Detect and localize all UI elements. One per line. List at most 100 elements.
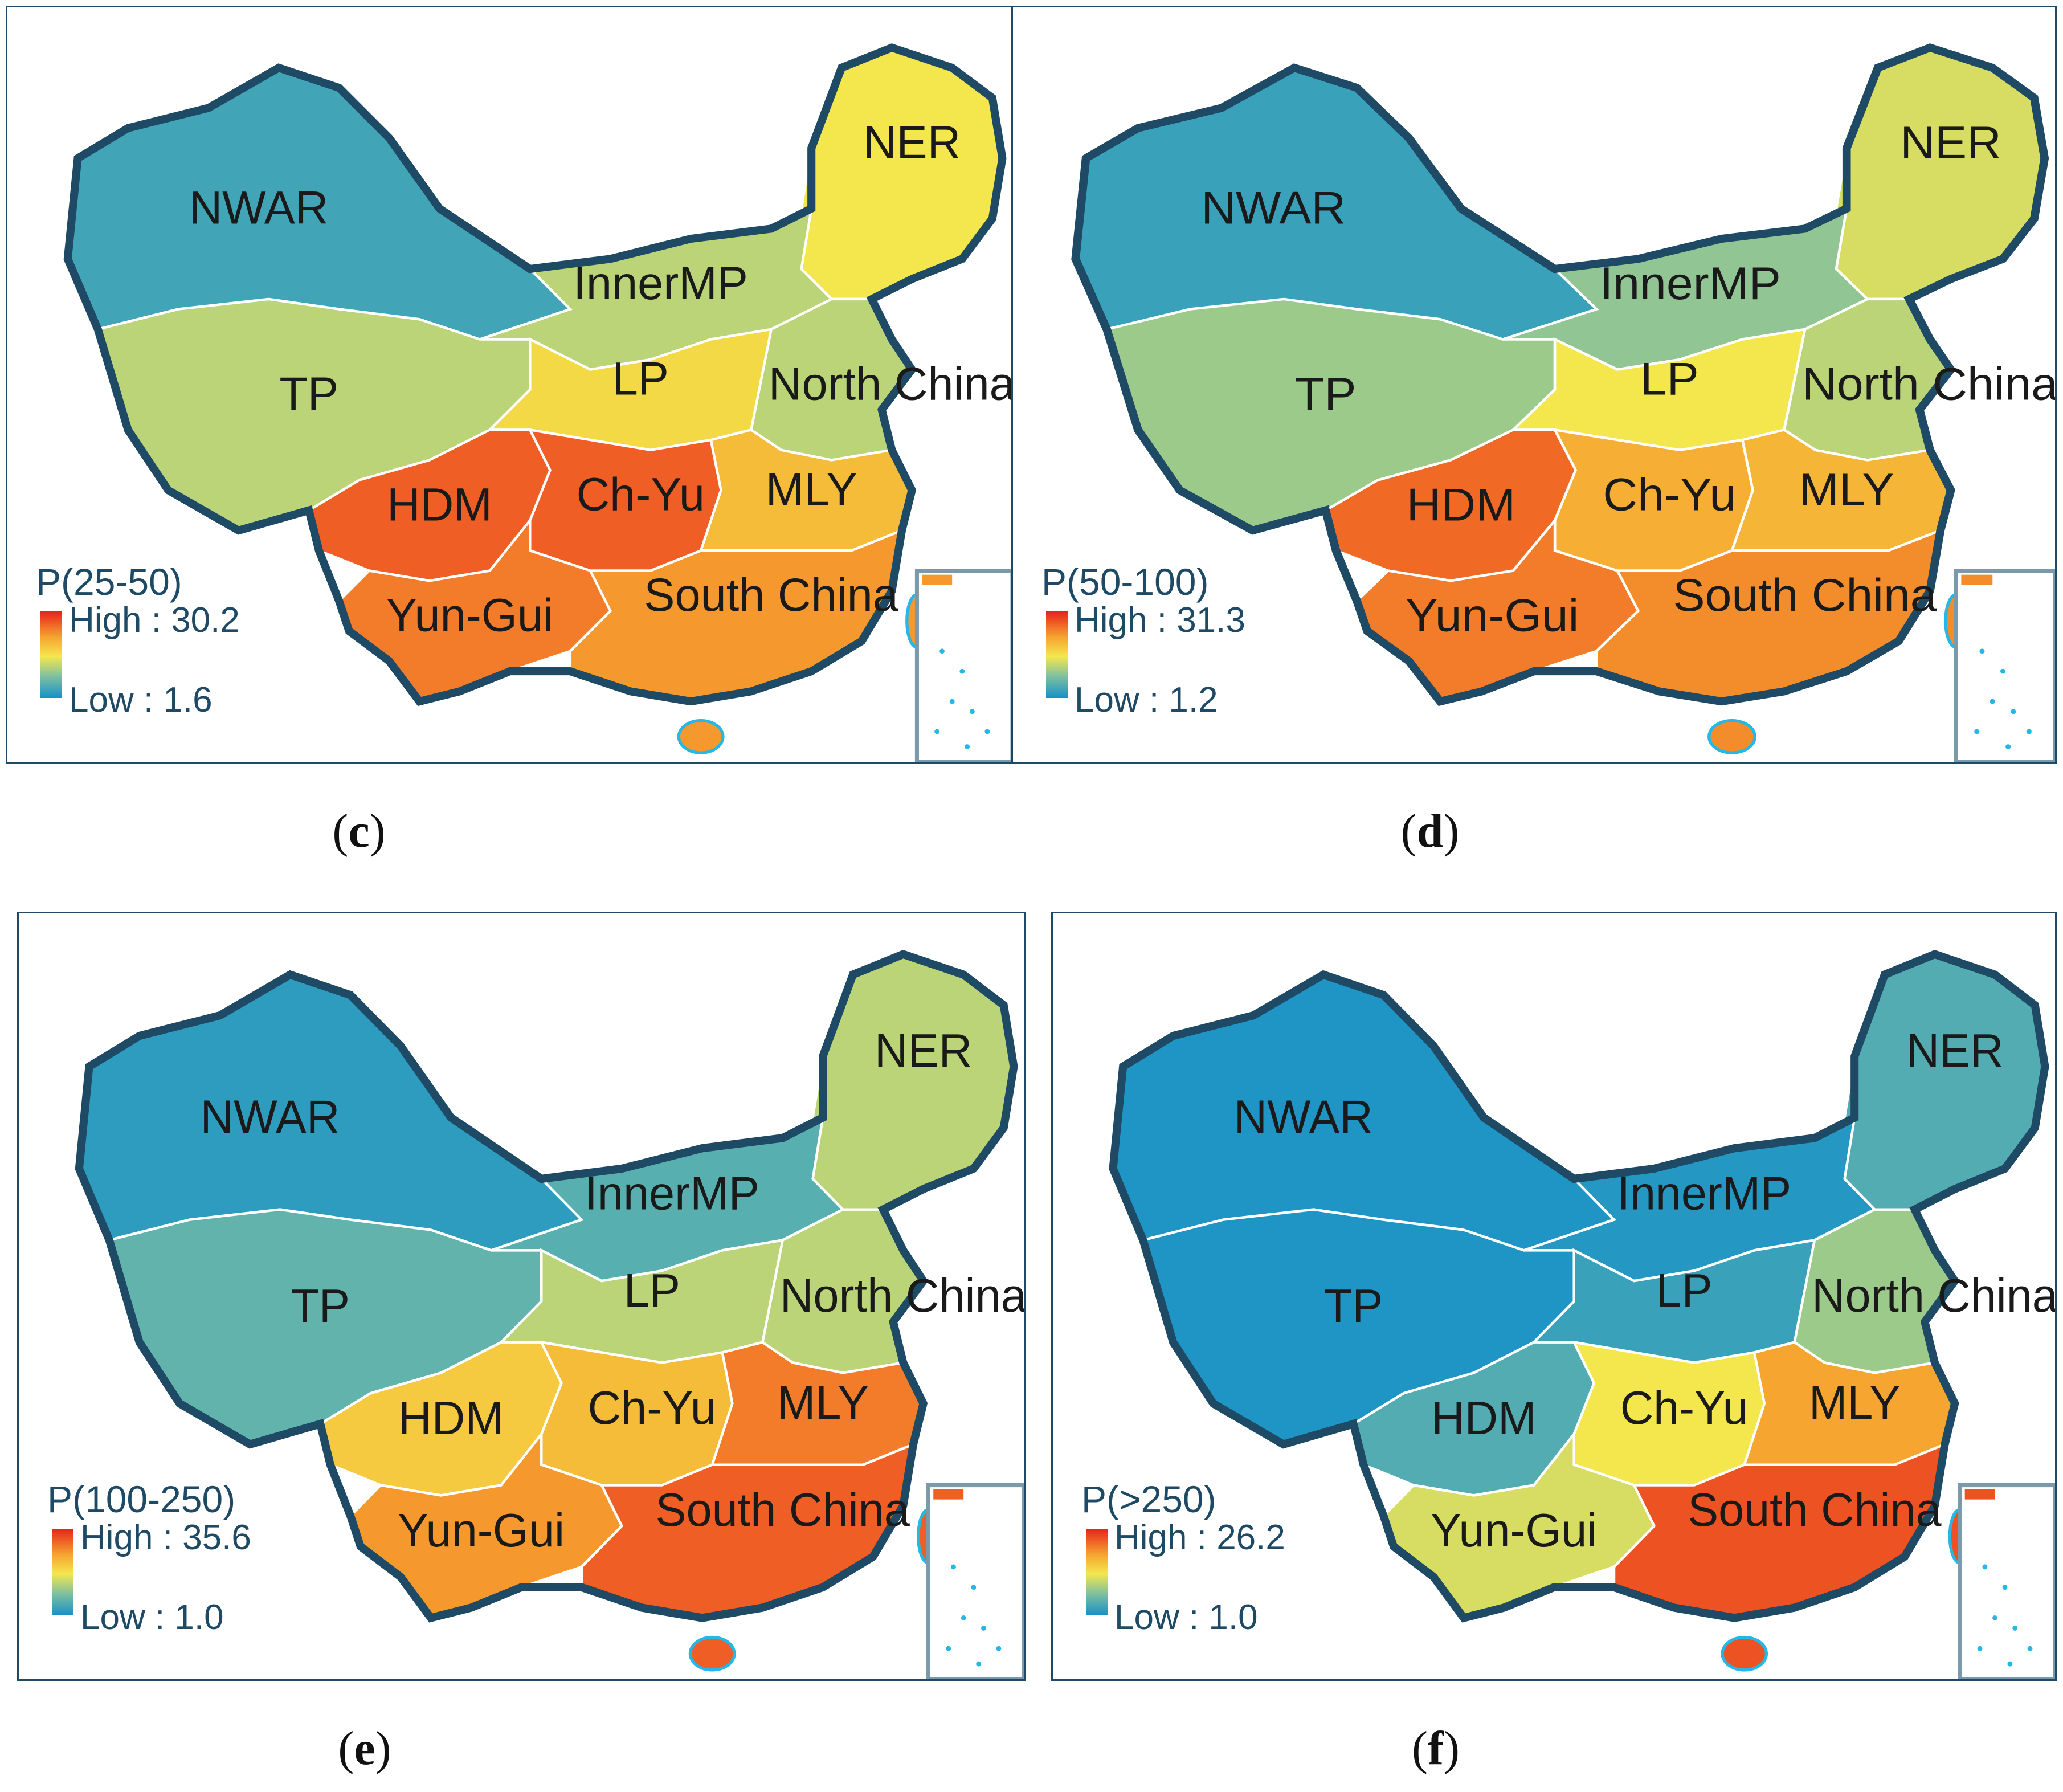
label-ner: NER [863, 117, 961, 169]
country-boundary [75, 950, 1018, 1623]
label-tp: TP [1295, 368, 1357, 419]
panel-caption-d: (d) [1400, 805, 1460, 858]
inset-island-dot [971, 1585, 977, 1590]
map-panel-d: NWAR NER InnerMP North China TP LP HDM Ch-Yu MLY… [1011, 6, 2057, 764]
label-nwar: NWAR [1201, 182, 1346, 234]
inset-island-dot [1977, 1646, 1983, 1651]
label-innermp: InnerMP [573, 258, 748, 309]
label-yun-gui: Yun-Gui [1431, 1504, 1597, 1557]
country-boundary [1109, 950, 2049, 1623]
inset-island-dot [951, 1564, 956, 1570]
label-ner: NER [1906, 1024, 2004, 1077]
inset-island-dot [959, 668, 965, 674]
inset-island-dot [2005, 744, 2011, 749]
label-yun-gui: Yun-Gui [398, 1504, 565, 1557]
legend-high-value: High : 30.2 [69, 601, 240, 640]
inset-island-dot [934, 729, 940, 734]
label-ch-yu: Ch-Yu [1620, 1382, 1749, 1434]
legend-title: P(100-250) [47, 1478, 236, 1520]
inset-island-dot [1990, 699, 1995, 704]
legend-low-value: Low : 1.0 [1114, 1598, 1258, 1637]
country-boundary [63, 43, 1007, 707]
label-south-china: South China [1673, 569, 1937, 621]
panel-caption-c: (c) [332, 805, 386, 858]
label-mly: MLY [1809, 1377, 1900, 1429]
china-map: NWAR NER InnerMP North China TP LP HDM Ch-Yu MLY… [75, 950, 1024, 1679]
label-ch-yu: Ch-Yu [1603, 468, 1736, 520]
china-map: NWAR NER InnerMP North China TP LP HDM Ch-Yu MLY… [1071, 43, 2055, 762]
label-nwar: NWAR [1234, 1091, 1373, 1144]
label-yun-gui: Yun-Gui [386, 590, 553, 641]
label-tp: TP [279, 369, 338, 420]
label-tp: TP [1324, 1280, 1383, 1332]
legend-color-ramp [1046, 611, 1068, 698]
label-lp: LP [1656, 1264, 1713, 1317]
map-panel-f: NWAR NER InnerMP North China TP LP HDM Ch-Yu MLY… [1051, 912, 2057, 1681]
label-lp: LP [1640, 353, 1699, 405]
inset-island-dot [976, 1661, 982, 1667]
hainan-island [677, 719, 725, 754]
label-ch-yu: Ch-Yu [588, 1382, 717, 1434]
label-mly: MLY [1799, 463, 1894, 515]
inset-island-dot [996, 1646, 1002, 1651]
inset-island-dot [2000, 668, 2006, 674]
label-nwar: NWAR [201, 1091, 340, 1144]
inset-island-dot [939, 648, 945, 654]
inset-island-dot [2026, 729, 2032, 734]
hainan-island [688, 1635, 736, 1672]
inset-island-dot [2012, 1625, 2018, 1631]
inset-island-dot [1979, 648, 1985, 654]
inset-island-dot [949, 699, 955, 704]
legend-title: P(25-50) [36, 561, 182, 603]
label-north-china: North China [1812, 1269, 2055, 1322]
legend-color-ramp [1086, 1529, 1108, 1615]
inset-island-dot [961, 1615, 966, 1620]
inset-coast [1961, 574, 1993, 585]
china-map: NWAR NER InnerMP North China TP LP HDM Ch-Yu MLY… [63, 43, 1012, 762]
label-tp: TP [291, 1280, 350, 1332]
inset-coast [933, 1489, 964, 1500]
legend-title: P(50-100) [1041, 561, 1209, 603]
inset-island-dot [2007, 1661, 2013, 1667]
hainan-island [1721, 1635, 1768, 1672]
label-south-china: South China [644, 570, 898, 621]
label-lp: LP [624, 1264, 680, 1317]
inset-island-dot [984, 729, 990, 734]
inset-island-dot [2027, 1646, 2033, 1651]
label-innermp: InnerMP [1617, 1168, 1791, 1220]
inset-island-dot [2011, 709, 2016, 715]
label-hdm: HDM [398, 1392, 504, 1444]
legend-high-value: High : 26.2 [1114, 1518, 1285, 1557]
south-china-sea-inset [1954, 569, 2055, 762]
legend-low-value: Low : 1.0 [80, 1598, 224, 1637]
inset-coast [922, 574, 953, 585]
legend-color-ramp [40, 611, 62, 698]
inset-island-dot [1992, 1615, 1997, 1620]
label-hdm: HDM [1431, 1392, 1536, 1444]
label-north-china: North China [1802, 358, 2055, 410]
label-ner: NER [1900, 116, 2001, 168]
label-north-china: North China [769, 358, 1012, 410]
legend-high-value: High : 31.3 [1075, 601, 1245, 640]
label-innermp: InnerMP [585, 1168, 759, 1220]
south-china-sea-inset [1958, 1483, 2055, 1679]
label-south-china: South China [1688, 1484, 1942, 1537]
panel-caption-e: (e) [338, 1722, 391, 1775]
label-innermp: InnerMP [1600, 257, 1781, 309]
label-nwar: NWAR [189, 183, 329, 234]
inset-island-dot [965, 744, 970, 749]
inset-island-dot [2002, 1585, 2008, 1590]
label-yun-gui: Yun-Gui [1406, 589, 1579, 641]
south-china-sea-inset [926, 1483, 1024, 1679]
inset-island-dot [946, 1646, 951, 1651]
inset-island-dot [1974, 729, 1980, 734]
label-ner: NER [875, 1024, 972, 1077]
legend-low-value: Low : 1.6 [69, 680, 213, 720]
hainan-island [1707, 719, 1756, 754]
inset-island-dot [1982, 1564, 1988, 1570]
china-map: NWAR NER InnerMP North China TP LP HDM Ch-Yu MLY… [1109, 950, 2055, 1679]
inset-island-dot [970, 709, 975, 715]
label-mly: MLY [777, 1377, 869, 1429]
legend-high-value: High : 35.6 [80, 1518, 251, 1557]
label-north-china: North China [780, 1269, 1024, 1322]
